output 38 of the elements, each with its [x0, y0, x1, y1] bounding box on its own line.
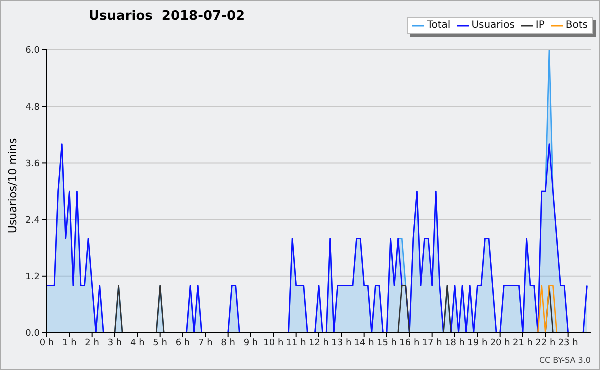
x-tick-label: 15 h: [376, 338, 398, 348]
y-tick-label: 1.2: [26, 272, 40, 283]
legend-label: IP: [534, 19, 545, 32]
legend-label: Usuarios: [470, 19, 515, 32]
x-tick-label: 22 h: [536, 338, 556, 348]
y-tick-label: 3.6: [26, 159, 40, 170]
y-tick-label: 4.8: [26, 102, 40, 113]
x-tick-label: 17 h: [422, 338, 442, 348]
chart-title: Usuarios 2018-07-02: [89, 9, 246, 24]
x-tick-label: 1 h: [62, 338, 77, 348]
x-tick-label: 0 h: [40, 338, 54, 348]
line-series: [47, 144, 588, 333]
x-tick-label: 20 h: [490, 338, 510, 348]
x-tick-label: 19 h: [468, 338, 488, 348]
x-tick-label: 4 h: [130, 338, 145, 348]
x-tick-label: 8 h: [221, 338, 236, 348]
y-axis-title: Usuarios/10 mins: [6, 138, 20, 234]
legend-label: Bots: [564, 19, 588, 32]
x-tick-label: 12 h: [308, 338, 330, 348]
x-tick-label: 13 h: [332, 338, 352, 348]
legend-label: Total: [426, 19, 451, 32]
x-tick-label: 6 h: [176, 338, 190, 348]
y-tick-label: 2.4: [26, 216, 40, 226]
x-tick-label: 3 h: [108, 338, 122, 348]
x-tick-label: 9 h: [244, 338, 258, 348]
x-tick-label: 23 h: [558, 338, 578, 348]
x-tick-label: 18 h: [444, 338, 466, 348]
text: CC BY-SA 3.0: [539, 356, 591, 365]
x-tick-label: 7 h: [198, 338, 213, 348]
y-tick-label: 0.0: [26, 329, 40, 340]
y-tick-label: 6.0: [26, 46, 40, 56]
x-tick-label: 2 h: [85, 338, 100, 348]
x-tick-label: 10 h: [264, 338, 284, 348]
x-tick-label: 11 h: [286, 338, 306, 348]
x-tick-label: 21 h: [512, 338, 534, 348]
x-tick-label: 5 h: [153, 338, 168, 348]
x-tick-label: 14 h: [354, 338, 374, 348]
x-tick-label: 16 h: [400, 338, 420, 348]
